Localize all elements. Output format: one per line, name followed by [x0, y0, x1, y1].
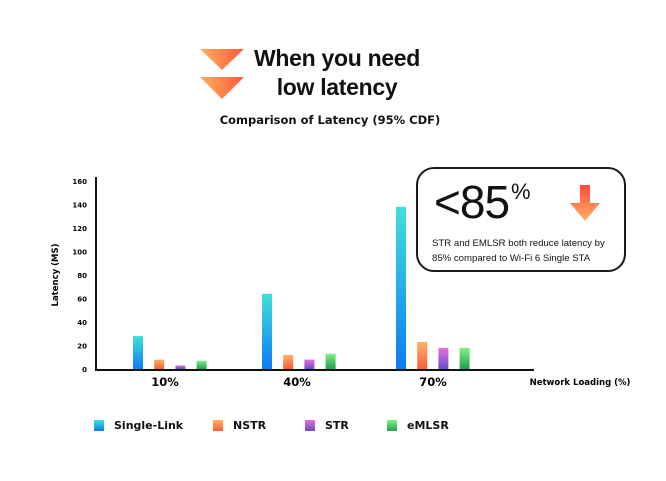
- y-tick-label: 80: [77, 272, 87, 280]
- legend-label: NSTR: [233, 419, 267, 432]
- legend-item-nstr: NSTR: [213, 419, 266, 432]
- callout-number: <85: [434, 176, 510, 228]
- legend-label: eMLSR: [407, 419, 449, 432]
- bar-single-link-70: [396, 206, 406, 369]
- bar-str-40: [304, 359, 315, 369]
- callout-unit: %: [511, 179, 531, 204]
- legend-item-str: STR: [305, 419, 349, 432]
- bar-str-10: [175, 365, 186, 369]
- legend-swatch: [213, 420, 223, 431]
- y-tick-label: 20: [77, 343, 87, 351]
- headline: When you need low latency: [254, 44, 420, 102]
- legend-item-emlsr: eMLSR: [387, 419, 449, 432]
- headline-line-2: low latency: [276, 74, 398, 100]
- bar-nstr-10: [154, 359, 165, 369]
- callout-text: STR and EMLSR both reduce latency by 85%…: [432, 238, 605, 264]
- legend-item-single-link: Single-Link: [94, 419, 183, 432]
- y-tick-label: 100: [72, 249, 87, 257]
- legend-label: Single-Link: [114, 419, 184, 432]
- bar-emlsr-10: [196, 360, 207, 369]
- y-axis-label: Latency (MS): [51, 243, 61, 306]
- legend-swatch: [387, 420, 397, 431]
- bar-single-link-10: [133, 336, 143, 369]
- bar-emlsr-70: [459, 347, 470, 369]
- x-axis-label: Network Loading (%): [530, 378, 631, 388]
- y-tick-label: 0: [82, 366, 87, 374]
- legend-swatch: [94, 420, 104, 431]
- x-tick-label: 40%: [283, 375, 311, 389]
- callout-value: <85%: [434, 175, 531, 229]
- headline-chevrons-icon: [200, 49, 244, 99]
- legend-swatch: [305, 420, 315, 431]
- chart-title: Comparison of Latency (95% CDF): [219, 113, 441, 127]
- y-tick-label: 120: [72, 225, 87, 233]
- bar-single-link-40: [262, 293, 272, 369]
- bar-str-70: [438, 347, 449, 369]
- bar-nstr-40: [283, 354, 294, 369]
- bar-emlsr-40: [325, 353, 336, 369]
- legend-label: STR: [325, 419, 349, 432]
- y-tick-label: 160: [72, 178, 87, 186]
- x-tick-label: 10%: [151, 375, 179, 389]
- x-tick-label: 70%: [419, 375, 447, 389]
- arrow-down-icon: [570, 185, 600, 221]
- y-tick-label: 40: [77, 319, 87, 327]
- headline-line-1: When you need: [254, 45, 421, 71]
- y-tick-label: 60: [77, 296, 87, 304]
- bar-nstr-70: [417, 341, 428, 369]
- y-tick-label: 140: [72, 202, 87, 210]
- callout-box: <85% STR and EMLSR both reduce latency b…: [416, 167, 626, 272]
